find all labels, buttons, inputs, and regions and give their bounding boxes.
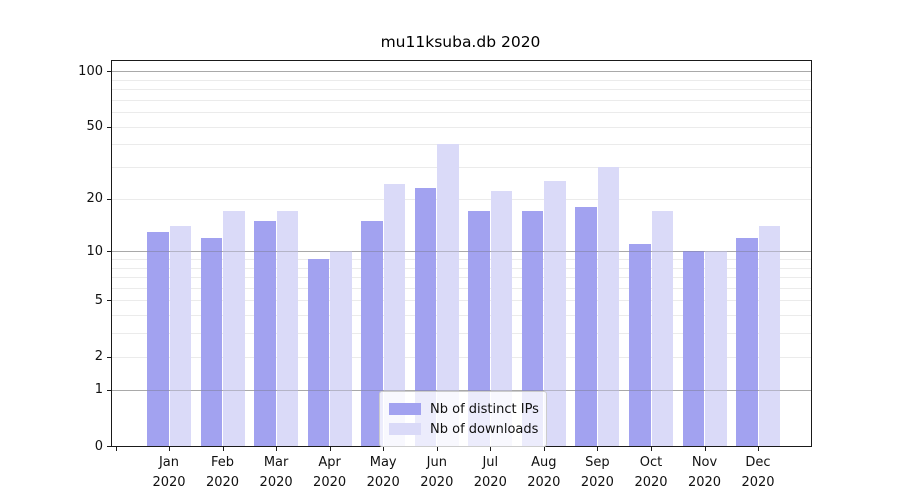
y-tick-mark [107, 389, 112, 391]
x-tick-label-jun: Jun 2020 [420, 455, 454, 490]
chart-title: mu11ksuba.db 2020 [380, 33, 541, 51]
x-tick-label-aug: Aug 2020 [527, 455, 561, 490]
x-tick-label-sep: Sep 2020 [580, 455, 614, 490]
y-tick-label: 50 [86, 119, 103, 134]
gridline-minor [112, 112, 811, 113]
bar-jun-distinct-ips [414, 187, 437, 446]
bar-jan-distinct-ips [147, 231, 169, 446]
gridline-minor [112, 88, 811, 90]
bar-dec-distinct-ips [736, 237, 758, 446]
bar-jan-downloads [169, 226, 191, 446]
x-tick-mark [651, 446, 652, 451]
bar-dec-downloads [758, 226, 780, 446]
bar-oct-distinct-ips [629, 244, 651, 446]
gridline-minor [112, 167, 811, 168]
x-tick-label-may: May 2020 [366, 455, 400, 490]
x-tick-mark [436, 446, 438, 451]
bar-feb-downloads [223, 211, 245, 446]
gridline-major [112, 71, 811, 72]
x-tick-mark [597, 446, 599, 451]
legend-swatch-distinct-ips [389, 403, 421, 415]
bar-jul-downloads [490, 191, 513, 446]
bar-sep-distinct-ips [575, 206, 597, 446]
y-tick-label: 5 [94, 292, 103, 308]
gridline-minor [112, 315, 811, 317]
bar-aug-distinct-ips [521, 211, 544, 446]
gridline-minor [112, 144, 811, 146]
y-tick-mark [107, 300, 112, 302]
legend-label-distinct-ips: Nb of distinct IPs [430, 401, 539, 417]
bar-may-distinct-ips [361, 220, 383, 446]
gridline-major [112, 251, 811, 253]
bar-mar-distinct-ips [254, 220, 276, 446]
y-tick-mark [107, 198, 112, 200]
y-tick-mark [107, 126, 112, 128]
x-tick-mark [169, 446, 170, 451]
gridline-major [112, 389, 811, 391]
x-tick-label-jul: Jul 2020 [473, 455, 507, 490]
x-tick-label-mar: Mar 2020 [259, 455, 293, 490]
bar-sep-downloads [597, 167, 620, 446]
gridline-minor [112, 258, 811, 260]
gridline-minor [112, 300, 811, 302]
gridline-minor [112, 287, 811, 289]
bar-nov-downloads [705, 251, 727, 446]
bar-jun-downloads [437, 144, 459, 446]
bar-feb-distinct-ips [200, 237, 222, 446]
x-tick-label-feb: Feb 2020 [205, 455, 240, 490]
bar-jul-distinct-ips [468, 211, 490, 446]
legend: Nb of distinct IPs Nb of downloads [379, 391, 547, 447]
x-tick-mark [222, 446, 224, 451]
legend-label-downloads: Nb of downloads [430, 421, 539, 437]
gridline-minor [112, 79, 811, 81]
legend-item-downloads: Nb of downloads [389, 419, 539, 439]
x-tick-mark [543, 446, 545, 451]
bar-nov-distinct-ips [682, 251, 704, 446]
y-tick-label: 1 [94, 382, 103, 398]
x-tick-mark [383, 446, 385, 451]
x-tick-mark-minor [115, 446, 117, 451]
plot-area: 100 50 20 10 5 2 1 0 Jan 2020 Feb 2020 Mar 2020 Apr… [78, 60, 812, 490]
y-tick-label: 100 [78, 63, 103, 79]
legend-item-distinct-ips: Nb of distinct IPs [389, 399, 539, 419]
gridline-minor [112, 356, 811, 358]
gridline-minor [112, 99, 811, 101]
gridline-minor [112, 277, 811, 278]
gridline-minor [112, 126, 811, 128]
y-tick-label: 10 [86, 243, 103, 259]
y-tick-mark [107, 251, 112, 253]
bar-mar-downloads [276, 211, 299, 446]
gridline-major-overlay [112, 389, 811, 391]
x-tick-label-jan: Jan 2020 [152, 455, 186, 490]
gridline-major-overlay [112, 71, 811, 72]
y-tick-mark [107, 356, 112, 358]
bar-apr-downloads [330, 251, 352, 446]
bar-apr-distinct-ips [307, 258, 330, 446]
legend-swatch-downloads [389, 423, 421, 435]
x-tick-mark [329, 446, 331, 451]
y-tick-label: 2 [94, 349, 103, 365]
x-tick-label-dec: Dec 2020 [741, 455, 775, 490]
x-tick-mark [276, 446, 278, 451]
x-tick-mark [704, 446, 706, 451]
bar-may-downloads [383, 184, 406, 446]
gridline-minor [112, 333, 811, 335]
x-tick-label-nov: Nov 2020 [687, 455, 722, 490]
y-tick-label: 20 [86, 191, 103, 207]
gridline-major-overlay [112, 251, 811, 253]
x-tick-label-oct: Oct 2020 [634, 455, 668, 490]
x-tick-label-apr: Apr 2020 [313, 455, 347, 490]
y-tick-mark [107, 446, 112, 447]
y-tick-label: 0 [94, 438, 103, 454]
x-tick-mark [490, 446, 492, 451]
bar-aug-downloads [544, 181, 566, 446]
x-tick-mark [758, 446, 759, 451]
gridline-minor [112, 267, 811, 269]
y-tick-mark [107, 71, 112, 72]
bar-oct-downloads [651, 211, 673, 446]
gridline-minor [112, 198, 811, 200]
